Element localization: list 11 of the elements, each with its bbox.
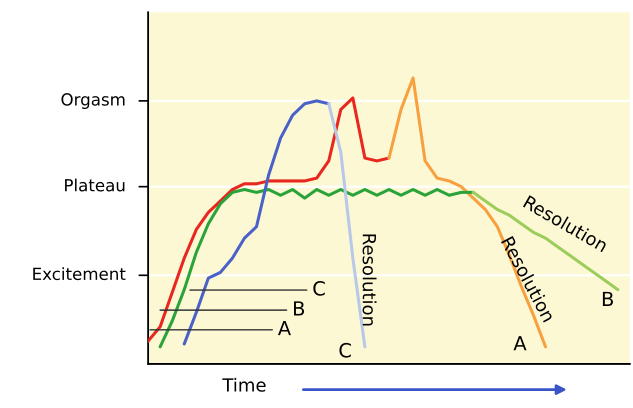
- ref-line-label: Plateau: [65, 178, 124, 192]
- ref-line-label: Orgasm: [61, 93, 124, 109]
- annotation: Resolution: [362, 234, 377, 326]
- annotation: A: [278, 321, 291, 336]
- annotation: B: [294, 301, 304, 316]
- annotation: C: [313, 281, 325, 296]
- x-axis-title: Time: [222, 378, 266, 392]
- ref-line-label: Excitement: [33, 267, 126, 280]
- annotation: C: [339, 342, 351, 358]
- annotation: A: [514, 336, 526, 350]
- annotation: B: [602, 292, 613, 306]
